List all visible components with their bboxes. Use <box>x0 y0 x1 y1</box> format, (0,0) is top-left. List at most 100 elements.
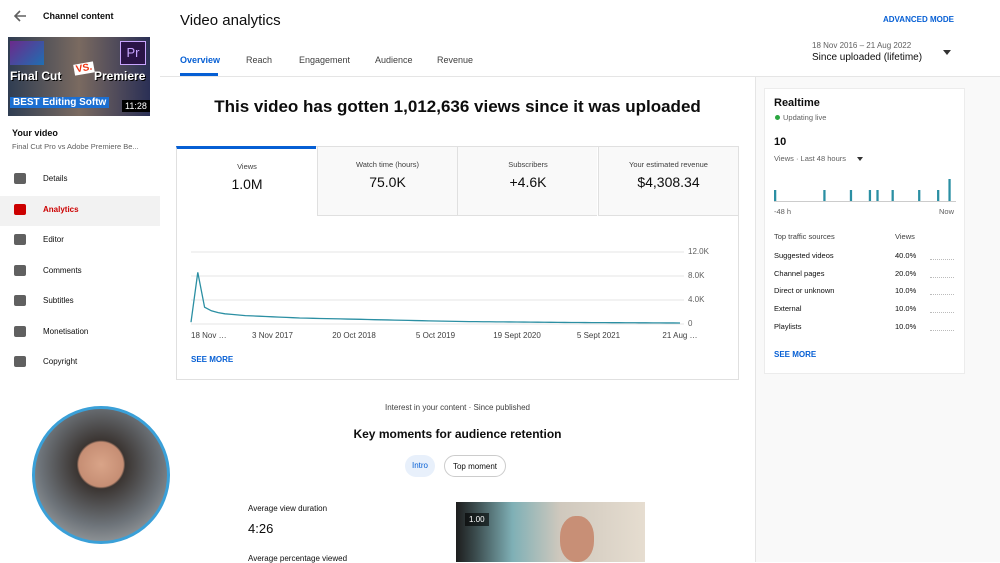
preview: 1.00 <box>456 502 645 562</box>
source-sparkline <box>930 293 954 296</box>
y-tick-label: 12.0K <box>688 247 710 256</box>
y-tick-label: 8.0K <box>688 271 705 280</box>
source-name: Suggested videos <box>774 251 834 260</box>
retention-title: Key moments for audience retention <box>353 427 562 441</box>
realtime-bar <box>876 190 879 201</box>
source-name: Playlists <box>774 321 802 331</box>
y-tick-label: 0 <box>688 319 693 328</box>
realtime-bar <box>823 190 826 201</box>
thumb-vs: VS. <box>73 61 95 76</box>
source-sparkline <box>930 311 954 314</box>
metric-card[interactable]: Your estimated revenue $4,308.34 <box>597 146 738 216</box>
source-percent: 10.0% <box>895 321 917 331</box>
tab[interactable]: Audience <box>375 55 413 65</box>
nav-item[interactable]: Subtitles <box>43 296 74 305</box>
nav-icon[interactable] <box>14 203 26 215</box>
back-arrow[interactable] <box>12 9 28 23</box>
avg-duration-label: Average view duration <box>248 504 328 513</box>
subtitle-arrow[interactable] <box>857 157 865 162</box>
retention-caption: Interest in your content · Since publish… <box>385 403 530 412</box>
advanced-mode[interactable]: ADVANCED MODE <box>883 15 954 24</box>
tab[interactable]: Overview <box>180 55 221 65</box>
metric-card[interactable]: Watch time (hours) 75.0K <box>316 146 457 216</box>
x-tick-label: 5 Oct 2019 <box>416 331 456 340</box>
source-sparkline <box>930 258 954 260</box>
metric-card[interactable]: Views 1.0M <box>176 146 316 216</box>
nav-icon[interactable] <box>14 356 26 367</box>
realtime-bar <box>937 190 940 201</box>
webcam <box>32 406 170 544</box>
rt-end: Now <box>938 207 954 216</box>
realtime-bar <box>918 190 921 201</box>
page-title: Video analytics <box>180 12 281 29</box>
line-series <box>190 272 681 324</box>
realtime-card: Realtime Updating live 10 Views · Last 4… <box>764 88 965 374</box>
source-percent: 10.0% <box>895 286 917 296</box>
tab[interactable]: Engagement <box>299 55 351 65</box>
preview-tag: 1.00 <box>465 513 489 526</box>
source-name: Channel pages <box>774 268 825 278</box>
nav-icon[interactable] <box>14 325 26 337</box>
your-video: Your video <box>12 128 58 138</box>
nav-item[interactable]: Copyright <box>43 357 78 366</box>
avg-duration: 4:26 <box>248 521 274 536</box>
nav-item[interactable]: Editor <box>43 235 64 244</box>
see-more[interactable]: SEE MORE <box>191 355 234 364</box>
source-percent: 20.0% <box>895 268 917 278</box>
nav-item[interactable]: Analytics <box>43 204 79 214</box>
nav-item[interactable]: Monetisation <box>43 326 89 336</box>
source-name: External <box>774 304 802 314</box>
x-tick-label: 18 Nov … <box>191 331 227 340</box>
sidebar: Channel content Pr Final Cut VS. Premier… <box>0 0 170 562</box>
thumbnail[interactable]: Pr Final Cut VS. Premiere BEST Editing S… <box>8 37 150 116</box>
realtime-status: Updating live <box>783 113 827 122</box>
realtime-bar <box>891 190 894 201</box>
period[interactable]: Since uploaded (lifetime) <box>812 52 923 63</box>
nav-item[interactable]: Comments <box>43 265 82 275</box>
y-tick-label: 4.0K <box>688 295 705 304</box>
live-dot <box>775 115 780 120</box>
preview-face <box>560 516 594 562</box>
source-sparkline <box>930 276 954 278</box>
realtime-title: Realtime <box>774 97 820 109</box>
nav-active-bg <box>0 195 160 226</box>
rt-see-more[interactable]: SEE MORE <box>774 350 817 359</box>
metric-value: +4.6K <box>509 174 547 190</box>
x-tick-label: 21 Aug … <box>662 331 697 340</box>
chip[interactable]: Intro <box>405 455 435 477</box>
sources-title: Top traffic sources <box>774 232 835 241</box>
thumb-left: Final Cut <box>10 69 62 83</box>
tab[interactable]: Reach <box>246 55 273 65</box>
realtime-subtitle[interactable]: Views · Last 48 hours <box>774 154 846 163</box>
nav-icon[interactable] <box>14 234 26 245</box>
metric-value: 1.0M <box>231 176 263 192</box>
sidebar-title: Channel content <box>43 11 114 21</box>
nav-icon[interactable] <box>14 264 26 276</box>
nav-item[interactable]: Details <box>43 174 68 183</box>
rt-start: -48 h <box>774 207 792 216</box>
metric-card[interactable]: Subscribers +4.6K <box>457 146 597 216</box>
realtime-bar <box>774 190 777 201</box>
thumb-logo <box>10 41 44 65</box>
header-border <box>160 76 1000 77</box>
metric-value: $4,308.34 <box>637 174 700 190</box>
realtime-bars <box>774 179 956 202</box>
metric-label: Subscribers <box>508 160 548 169</box>
nav-icon[interactable] <box>14 295 26 306</box>
source-percent: 10.0% <box>895 304 917 314</box>
thumb-duration: 11:28 <box>122 100 150 112</box>
dropdown-arrow[interactable] <box>943 50 952 56</box>
headline: This video has gotten 1,012,636 views si… <box>214 97 701 116</box>
avg-percent-label: Average percentage viewed <box>248 554 348 563</box>
metric-label: Views <box>237 162 257 171</box>
tab[interactable]: Revenue <box>437 55 474 65</box>
realtime-bar <box>849 190 853 201</box>
x-tick-label: 3 Nov 2017 <box>252 331 293 340</box>
source-percent: 40.0% <box>895 251 917 260</box>
metric-label: Watch time (hours) <box>355 160 420 169</box>
chip[interactable]: Top moment <box>444 455 506 477</box>
nav-icon[interactable] <box>14 173 26 184</box>
metric-value: 75.0K <box>369 174 406 190</box>
realtime-count: 10 <box>774 136 787 148</box>
